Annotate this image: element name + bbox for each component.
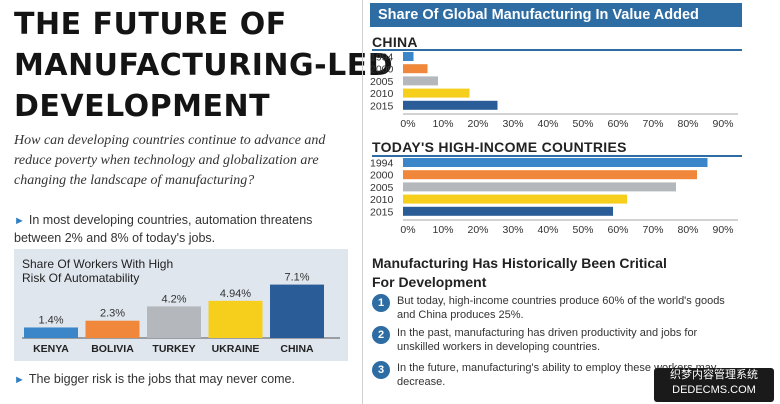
risk-bar-chart: 1.4% KENYA 2.3% BOLIVIA 4.2% TURKEY 4.94% UKRAI… bbox=[22, 272, 340, 355]
high-income-section-title: TODAY'S HIGH-INCOME COUNTRIES bbox=[372, 139, 627, 155]
china-year-label: 2010 bbox=[370, 88, 394, 100]
risk-bar bbox=[147, 306, 201, 338]
risk-value-label: 2.3% bbox=[100, 308, 125, 320]
note-bigger-risk: ► The bigger risk is the jobs that may ne… bbox=[14, 371, 344, 389]
note-automation-text: In most developing countries, automation… bbox=[14, 213, 313, 245]
risk-bar bbox=[85, 320, 140, 338]
risk-value-label: 1.4% bbox=[38, 314, 63, 326]
risk-category-label: UKRAINE bbox=[212, 343, 260, 355]
china-tick-label: 70% bbox=[642, 118, 663, 130]
china-bar bbox=[403, 52, 414, 61]
high-income-tick-label: 80% bbox=[677, 224, 698, 236]
title-line-2: MANUFACTURING-LED bbox=[14, 48, 394, 83]
high-income-year-label: 2005 bbox=[370, 182, 394, 194]
item-text: But today, high-income countries produce… bbox=[397, 295, 725, 321]
numbered-item: 1 But today, high-income countries produ… bbox=[372, 294, 742, 324]
item-text: In the past, manufacturing has driven pr… bbox=[397, 327, 698, 353]
title-line-1: THE FUTURE OF bbox=[14, 7, 287, 42]
china-tick-label: 10% bbox=[432, 118, 453, 130]
high-income-tick-label: 90% bbox=[712, 224, 733, 236]
section2-title: Manufacturing Has Historically Been Crit… bbox=[372, 255, 667, 290]
numbered-item: 2 In the past, manufacturing has driven … bbox=[372, 326, 742, 356]
china-tick-label: 80% bbox=[677, 118, 698, 130]
triangle-bullet-icon: ► bbox=[14, 374, 25, 386]
high-income-tick-label: 50% bbox=[572, 224, 593, 236]
china-bar bbox=[403, 76, 438, 86]
risk-bar bbox=[24, 327, 78, 338]
china-bar bbox=[403, 64, 428, 74]
china-tick-label: 20% bbox=[467, 118, 488, 130]
triangle-bullet-icon: ► bbox=[14, 215, 25, 227]
china-section-title: CHINA bbox=[372, 34, 418, 50]
risk-value-label: 7.1% bbox=[284, 272, 309, 284]
numbered-item: 3 In the future, manufacturing's ability… bbox=[372, 361, 742, 391]
header-title: Share Of Global Manufacturing In Value A… bbox=[378, 7, 699, 23]
risk-chart-title: Share Of Workers With High Risk Of Autom… bbox=[22, 257, 174, 285]
watermark-badge: 织梦内容管理系统 DEDECMS.COM bbox=[654, 368, 774, 402]
header-bar bbox=[370, 3, 742, 27]
high-income-tick-label: 10% bbox=[432, 224, 453, 236]
high-income-bar bbox=[403, 194, 627, 204]
column-divider bbox=[362, 0, 363, 404]
high-income-tick-label: 60% bbox=[607, 224, 628, 236]
high-income-bar bbox=[403, 158, 708, 167]
high-income-tick-label: 30% bbox=[502, 224, 523, 236]
watermark-line-2: DEDECMS.COM bbox=[672, 384, 756, 396]
china-year-label: 2005 bbox=[370, 76, 394, 88]
risk-value-label: 4.94% bbox=[220, 288, 251, 300]
risk-bar bbox=[208, 300, 263, 338]
high-income-year-label: 2000 bbox=[370, 170, 394, 182]
high-income-bar bbox=[403, 170, 697, 180]
lead-question: How can developing countries continue to… bbox=[14, 133, 326, 188]
risk-category-label: TURKEY bbox=[152, 343, 195, 355]
china-tick-label: 30% bbox=[502, 118, 523, 130]
risk-category-label: KENYA bbox=[33, 343, 69, 355]
china-bar bbox=[403, 100, 498, 110]
note-bigger-risk-text: The bigger risk is the jobs that may nev… bbox=[28, 372, 295, 386]
china-tick-label: 60% bbox=[607, 118, 628, 130]
title-line-3: DEVELOPMENT bbox=[14, 89, 271, 124]
risk-category-label: BOLIVIA bbox=[91, 343, 134, 355]
high-income-tick-label: 20% bbox=[467, 224, 488, 236]
high-income-rule bbox=[372, 155, 742, 157]
china-year-label: 2000 bbox=[370, 64, 394, 76]
china-tick-label: 40% bbox=[537, 118, 558, 130]
watermark-line-1: 织梦内容管理系统 bbox=[670, 369, 758, 381]
risk-value-label: 4.2% bbox=[161, 293, 186, 305]
risk-category-label: CHINA bbox=[280, 343, 314, 355]
china-tick-label: 50% bbox=[572, 118, 593, 130]
high-income-bar bbox=[403, 206, 613, 216]
china-rule bbox=[372, 49, 742, 51]
high-income-year-label: 1994 bbox=[370, 158, 394, 170]
risk-bar bbox=[270, 284, 324, 338]
china-tick-label: 90% bbox=[712, 118, 733, 130]
number-badge: 3 bbox=[372, 361, 390, 379]
china-bar bbox=[403, 88, 470, 98]
china-year-label: 2015 bbox=[370, 100, 394, 112]
high-income-bar bbox=[403, 182, 676, 192]
high-income-tick-label: 70% bbox=[642, 224, 663, 236]
note-automation: ► In most developing countries, automatio… bbox=[14, 212, 344, 247]
page-title: THE FUTURE OF MANUFACTURING-LED DEVELOPM… bbox=[14, 4, 394, 127]
high-income-year-label: 2010 bbox=[370, 194, 394, 206]
item-text: In the future, manufacturing's ability t… bbox=[397, 362, 717, 388]
high-income-tick-label: 40% bbox=[537, 224, 558, 236]
number-badge: 1 bbox=[372, 294, 390, 312]
high-income-year-label: 2015 bbox=[370, 206, 394, 218]
number-badge: 2 bbox=[372, 326, 390, 344]
china-year-label: 1994 bbox=[370, 52, 394, 64]
high-income-tick-label: 0% bbox=[400, 224, 415, 236]
china-tick-label: 0% bbox=[400, 118, 415, 130]
